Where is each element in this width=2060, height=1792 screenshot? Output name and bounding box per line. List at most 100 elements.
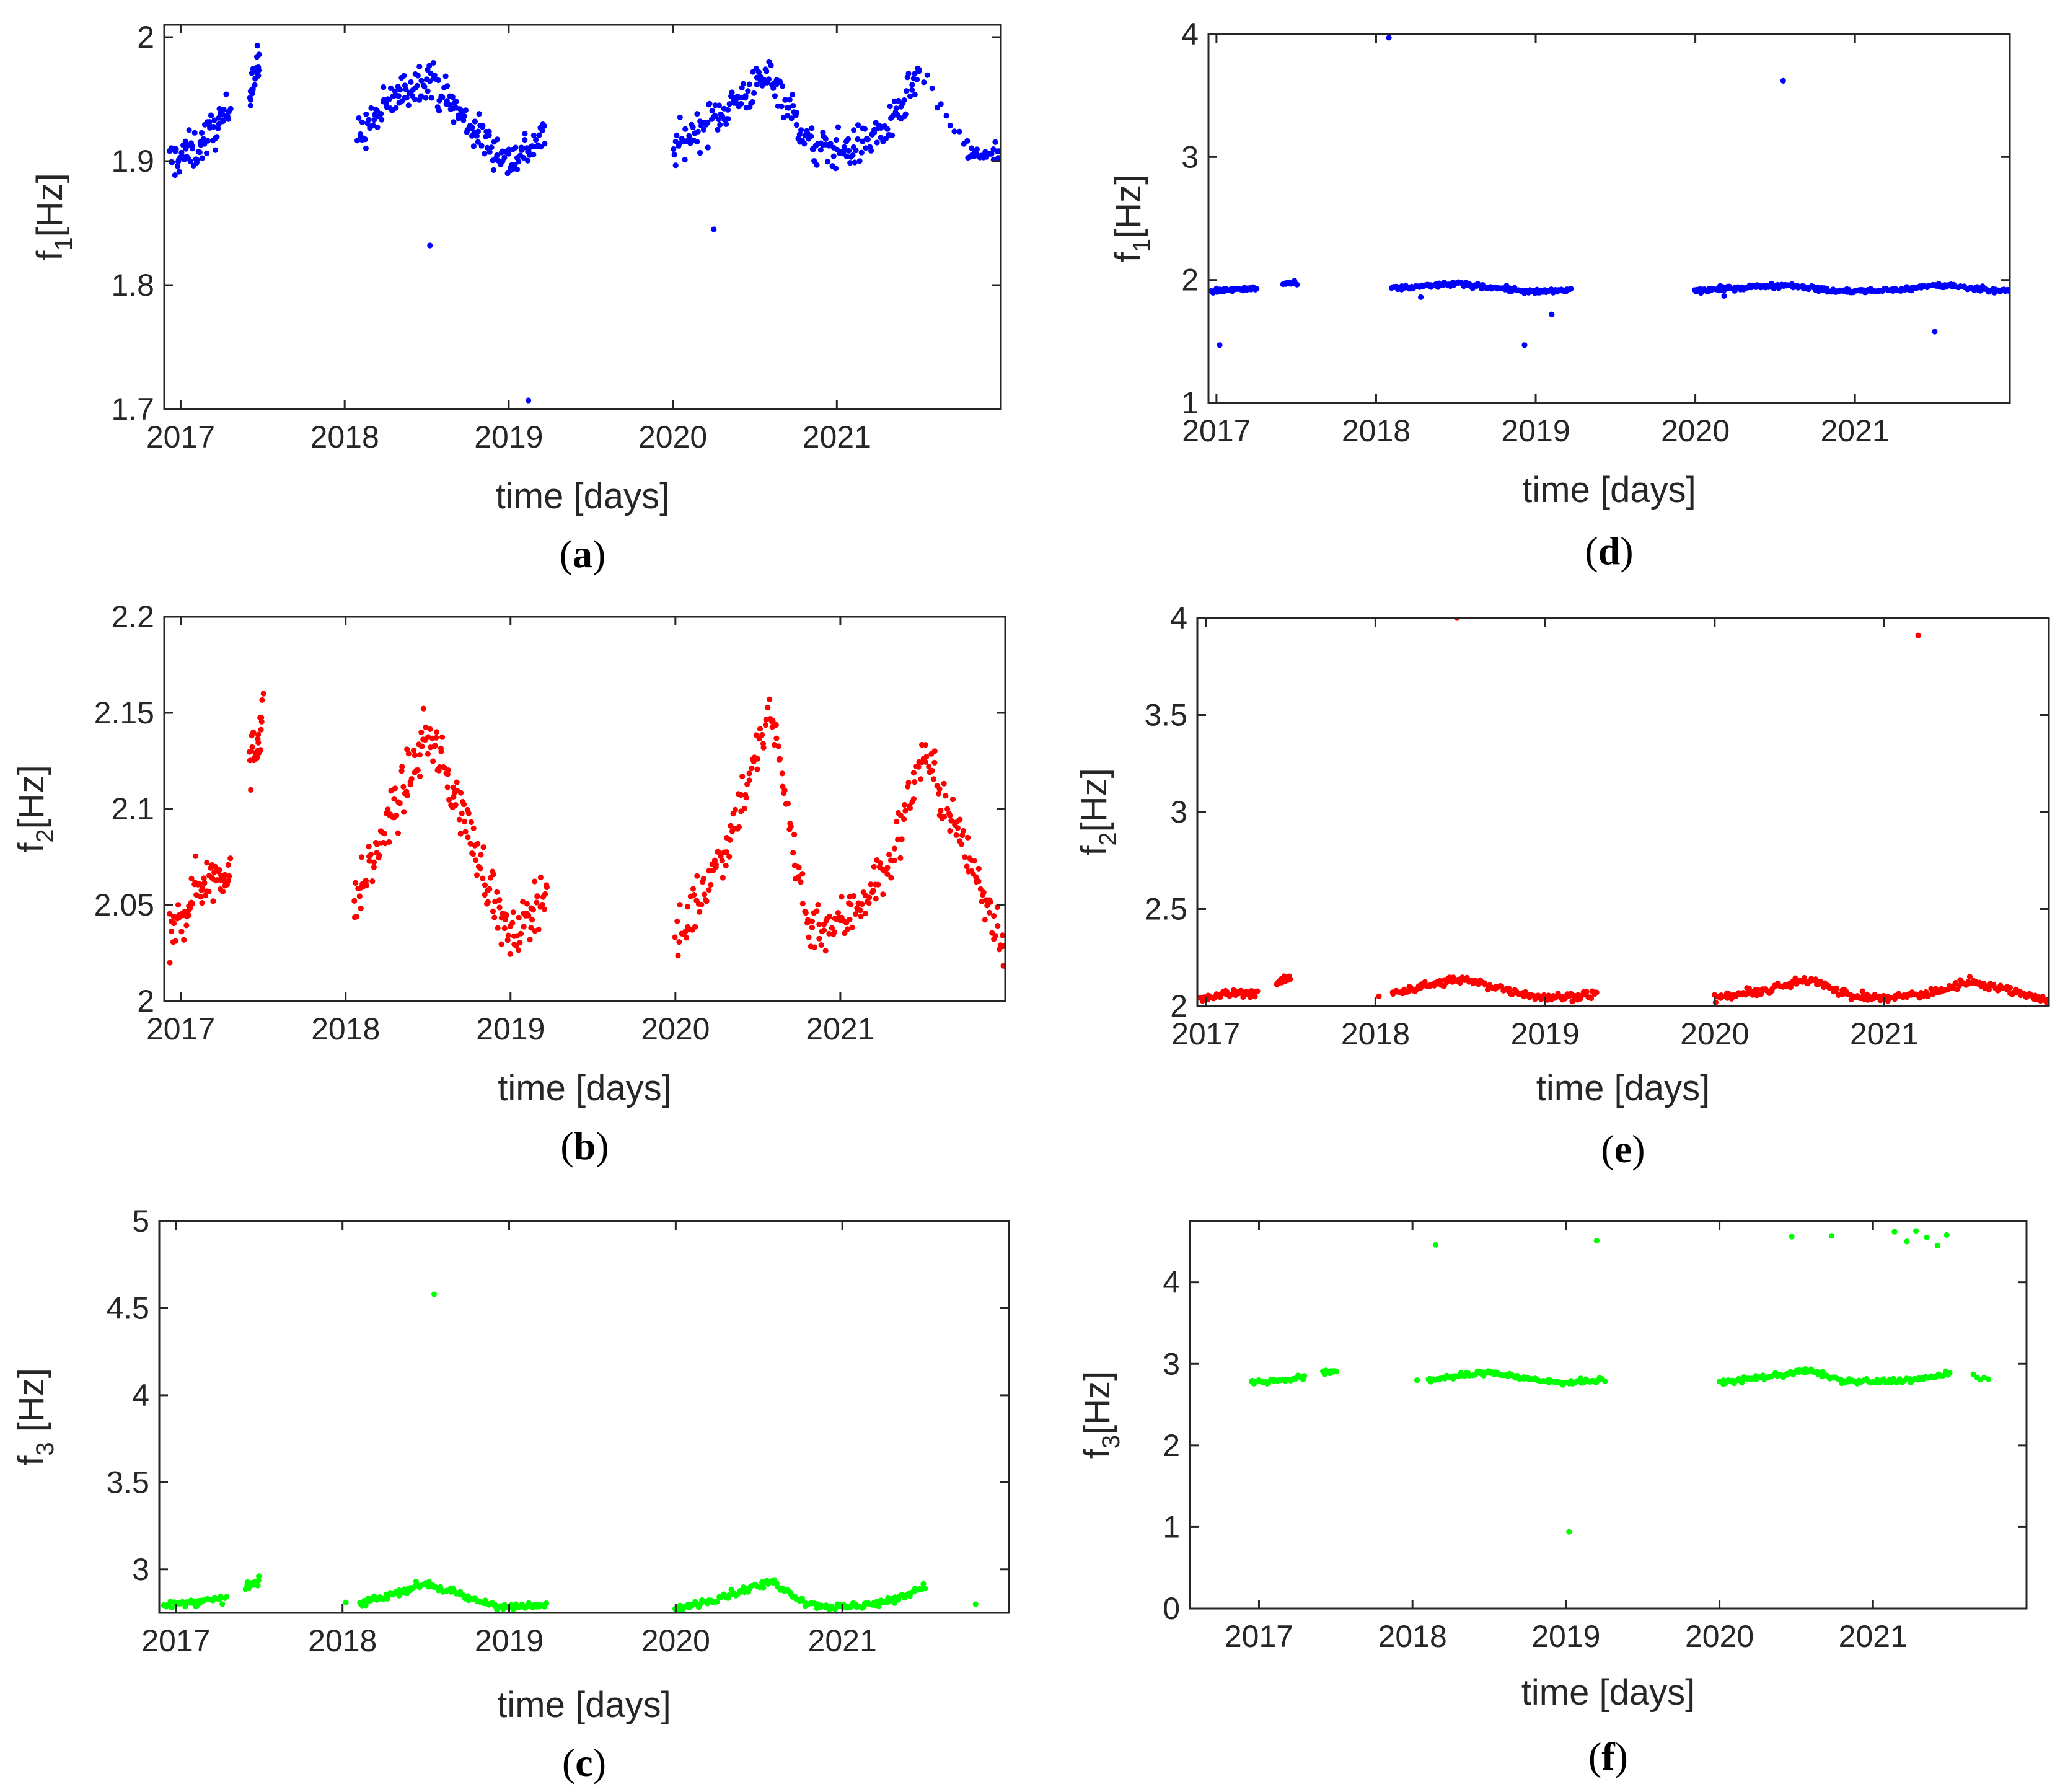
- data-point: [987, 909, 993, 916]
- data-point: [386, 839, 392, 845]
- data-point: [903, 88, 910, 94]
- data-point: [539, 128, 545, 134]
- data-point: [374, 124, 381, 130]
- data-point: [723, 849, 729, 855]
- data-point: [255, 1582, 261, 1589]
- data-point: [905, 779, 912, 786]
- data-point: [404, 746, 410, 753]
- data-point: [975, 878, 982, 885]
- data-point: [1254, 988, 1261, 994]
- data-point: [842, 930, 848, 937]
- data-point: [793, 110, 799, 116]
- data-point: [446, 797, 452, 803]
- data-point: [949, 796, 956, 803]
- data-point: [482, 882, 488, 888]
- y-tick-label: 3.5: [1144, 698, 1187, 733]
- data-point: [438, 745, 444, 751]
- data-point: [172, 938, 178, 944]
- data-point: [709, 108, 715, 114]
- data-point: [1562, 995, 1568, 1002]
- data-point: [1301, 1373, 1308, 1379]
- data-point: [829, 925, 835, 931]
- outlier-point: [1566, 1529, 1572, 1535]
- data-point: [738, 100, 744, 107]
- y-axis-label-main: f: [1077, 1448, 1117, 1459]
- data-point: [220, 118, 226, 125]
- y-axis-label-main: f: [30, 250, 70, 261]
- data-point: [929, 767, 935, 774]
- data-point: [934, 104, 941, 111]
- data-point: [830, 153, 837, 159]
- y-tick-label: 2.2: [111, 599, 154, 634]
- data-point: [923, 754, 930, 760]
- data-point: [384, 1596, 391, 1602]
- data-point: [959, 832, 966, 839]
- data-point: [544, 884, 550, 891]
- data-point: [947, 828, 953, 834]
- data-point: [996, 947, 1003, 953]
- data-point: [259, 697, 265, 703]
- x-tick-label: 2017: [146, 420, 215, 454]
- data-point: [541, 123, 547, 129]
- data-point: [470, 143, 477, 149]
- y-tick-label: 4: [1170, 601, 1187, 635]
- data-point: [415, 767, 421, 774]
- data-point: [754, 756, 760, 762]
- data-point: [690, 886, 697, 892]
- data-point: [705, 119, 711, 125]
- data-point: [965, 834, 971, 841]
- data-point: [445, 767, 452, 774]
- y-axis-label: f1[Hz]: [1108, 175, 1156, 263]
- x-tick-label: 2017: [1225, 1619, 1293, 1654]
- data-point: [857, 907, 863, 914]
- data-point: [213, 863, 219, 870]
- data-point: [395, 93, 402, 99]
- data-point: [676, 141, 682, 147]
- data-point: [817, 147, 824, 153]
- data-point: [676, 939, 682, 945]
- x-tick-label: 2020: [641, 1623, 710, 1658]
- data-point: [850, 152, 856, 159]
- data-point: [465, 810, 472, 816]
- data-point: [755, 69, 762, 75]
- data-point: [926, 764, 932, 770]
- data-point: [175, 163, 181, 169]
- data-point: [827, 141, 834, 147]
- data-point: [501, 154, 508, 161]
- data-point: [182, 138, 188, 144]
- data-point: [713, 862, 719, 868]
- outlier-point: [1904, 1238, 1910, 1245]
- data-point: [729, 89, 735, 95]
- data-point: [886, 852, 892, 858]
- panel-caption-letter: b: [574, 1124, 596, 1168]
- outlier-point: [1891, 1229, 1898, 1235]
- data-point: [856, 158, 863, 164]
- data-point: [897, 855, 904, 861]
- data-point: [855, 122, 861, 128]
- data-point: [957, 816, 963, 823]
- data-point: [470, 851, 477, 857]
- data-point: [746, 777, 752, 783]
- data-point: [1281, 973, 1287, 979]
- y-axis-label-subscript: 1: [1129, 239, 1156, 252]
- data-point: [539, 901, 545, 908]
- data-point: [255, 73, 262, 79]
- outlier-point: [1386, 35, 1392, 41]
- data-point: [720, 875, 726, 881]
- data-point: [198, 130, 205, 136]
- outlier-point: [1521, 342, 1528, 348]
- y-tick-label: 3: [1163, 1346, 1180, 1381]
- data-point: [1813, 976, 1819, 982]
- data-point: [891, 845, 897, 852]
- data-point: [671, 146, 677, 152]
- y-axis-label: f2[Hz]: [11, 765, 59, 853]
- data-point: [931, 748, 938, 754]
- data-point: [929, 86, 935, 92]
- data-point: [494, 889, 500, 895]
- data-point: [537, 874, 544, 881]
- data-point: [478, 852, 484, 858]
- data-point: [873, 896, 879, 902]
- data-point: [363, 111, 369, 117]
- data-point: [798, 127, 804, 133]
